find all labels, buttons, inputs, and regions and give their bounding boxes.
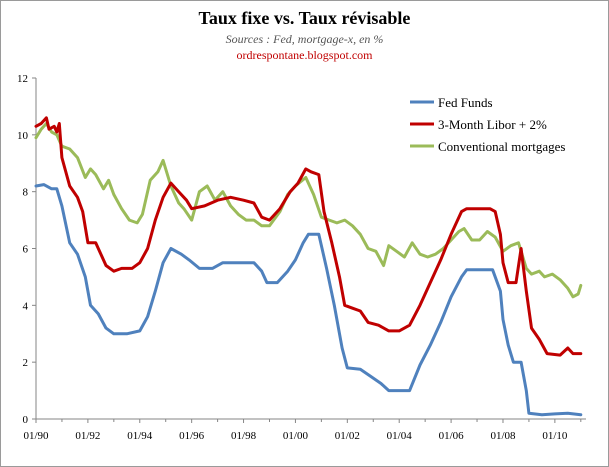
- x-tick-label: 01/08: [490, 430, 516, 442]
- chart-source: ordrespontane.blogspot.com: [236, 48, 373, 62]
- y-tick-label: 8: [23, 187, 29, 199]
- x-tick-label: 01/10: [542, 430, 568, 442]
- y-tick-label: 10: [17, 130, 29, 142]
- series-line-libor: [34, 116, 583, 357]
- x-tick-label: 01/98: [231, 430, 257, 442]
- x-tick-label: 01/90: [23, 430, 49, 442]
- x-tick-label: 01/94: [127, 430, 153, 442]
- legend-label: Conventional mortgages: [438, 139, 565, 154]
- x-tick-label: 01/00: [283, 430, 309, 442]
- legend-label: Fed Funds: [438, 95, 493, 110]
- legend: Fed Funds 3-Month Libor + 2% Conventional …: [410, 95, 565, 154]
- x-tick-label: 01/96: [179, 430, 205, 442]
- x-tick-label: 01/04: [387, 430, 413, 442]
- y-tick-label: 12: [17, 73, 28, 85]
- y-tick-label: 0: [23, 414, 29, 426]
- series-line-fed: [34, 183, 583, 417]
- x-tick-label: 01/92: [75, 430, 100, 442]
- axes: 0 2 4 6 8 10 12 01/90 01/92 01/94 01/96 01/98 01/00 0…: [17, 73, 586, 442]
- chart-title: Taux fixe vs. Taux révisable: [198, 8, 411, 28]
- y-tick-label: 4: [23, 300, 29, 312]
- chart-subtitle: Sources : Fed, mortgage-x, en %: [225, 32, 384, 46]
- legend-label: 3-Month Libor + 2%: [438, 117, 547, 132]
- y-tick-label: 2: [23, 357, 29, 369]
- x-tick-label: 01/02: [335, 430, 360, 442]
- x-tick-label: 01/06: [439, 430, 465, 442]
- series-lines: [34, 116, 583, 417]
- y-tick-label: 6: [23, 244, 29, 256]
- series-line-conv: [34, 122, 583, 299]
